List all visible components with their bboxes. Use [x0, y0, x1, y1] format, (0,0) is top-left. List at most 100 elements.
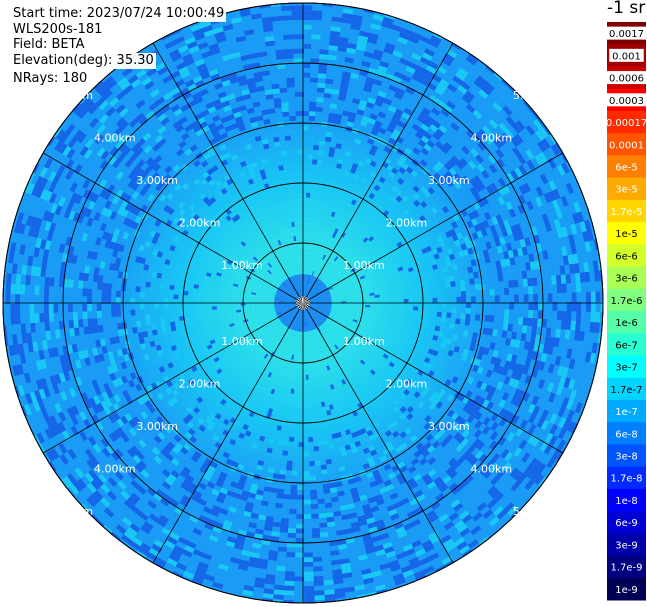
range-gate-cell	[332, 238, 338, 244]
range-gate-cell	[348, 225, 355, 232]
range-gate-cell	[339, 261, 345, 267]
range-gate-cell	[320, 259, 325, 265]
range-gate-cell	[317, 77, 328, 84]
range-gate-cell	[301, 43, 314, 49]
range-gate-cell	[335, 223, 342, 230]
range-gate-cell	[317, 280, 322, 285]
range-gate-cell	[371, 232, 379, 240]
range-gate-cell	[305, 211, 310, 217]
range-gate-cell	[302, 77, 312, 83]
range-gate-cell	[344, 246, 350, 252]
range-gate-cell	[305, 284, 308, 290]
range-gate-cell	[337, 219, 344, 226]
range-gate-cell	[309, 270, 313, 276]
range-gate-cell	[317, 268, 322, 274]
range-gate-cell	[329, 265, 335, 271]
range-gate-cell	[306, 284, 310, 290]
range-gate-cell	[306, 279, 309, 285]
range-gate-cell	[355, 44, 368, 52]
range-gate-cell	[306, 296, 310, 300]
range-gate-cell	[302, 58, 313, 64]
range-gate-cell	[302, 154, 309, 160]
range-gate-cell	[330, 93, 341, 100]
range-gate-cell	[330, 237, 335, 243]
range-gate-cell	[305, 207, 311, 213]
range-gate-cell	[604, 323, 605, 336]
range-gate-cell	[311, 256, 315, 262]
range-gate-cell	[304, 294, 308, 299]
range-gate-cell	[311, 29, 324, 35]
range-gate-cell	[360, 21, 374, 29]
range-gate-cell	[364, 219, 372, 227]
range-gate-cell	[353, 53, 366, 62]
range-gate-cell	[351, 252, 357, 259]
range-gate-cell	[323, 255, 328, 261]
range-gate-cell	[327, 59, 339, 66]
range-gate-cell	[321, 15, 335, 22]
range-gate-cell	[306, 289, 309, 295]
range-gate-cell	[314, 261, 318, 267]
range-gate-cell	[362, 259, 369, 266]
range-gate-cell	[308, 275, 312, 280]
range-gate-cell	[368, 236, 375, 243]
range-gate-cell	[334, 65, 346, 72]
range-gate-cell	[593, 217, 602, 232]
range-gate-cell	[311, 39, 323, 45]
range-gate-cell	[325, 73, 336, 80]
range-gate-cell	[307, 154, 314, 160]
range-gate-cell	[355, 230, 362, 238]
range-gate-cell	[309, 91, 319, 98]
range-gate-cell	[325, 267, 330, 273]
range-gate-cell	[306, 297, 311, 301]
range-gate-cell	[302, 96, 312, 102]
range-gate-cell	[349, 257, 355, 264]
range-gate-cell	[311, 287, 316, 293]
range-gate-cell	[302, 0, 315, 1]
range-gate-cell	[320, 29, 333, 36]
range-gate-cell	[330, 21, 344, 28]
range-gate-cell	[358, 246, 364, 252]
range-gate-cell	[305, 289, 308, 294]
range-gate-cell	[319, 135, 328, 142]
range-gate-cell	[325, 78, 336, 85]
range-gate-cell	[306, 289, 309, 295]
range-gate-cell	[305, 221, 310, 227]
range-gate-cell	[313, 282, 317, 288]
range-gate-cell	[374, 243, 381, 250]
range-gate-cell	[319, 49, 331, 55]
range-gate-cell	[345, 268, 351, 274]
range-gate-cell	[366, 227, 374, 235]
range-gate-cell	[369, 230, 376, 237]
range-gate-cell	[328, 108, 338, 115]
range-gate-cell	[366, 257, 373, 263]
range-gate-cell	[302, 197, 308, 203]
range-gate-cell	[321, 277, 326, 282]
range-gate-cell	[328, 112, 338, 119]
range-gate-cell	[308, 265, 312, 271]
range-gate-cell	[369, 27, 383, 36]
range-gate-cell	[345, 218, 352, 225]
range-gate-cell	[376, 237, 383, 245]
range-gate-cell	[310, 53, 322, 59]
range-gate-cell	[308, 270, 312, 276]
range-gate-cell	[381, 228, 388, 236]
range-gate-cell	[303, 283, 305, 289]
range-gate-cell	[302, 211, 307, 217]
range-gate-cell	[346, 47, 358, 55]
range-gate-cell	[345, 52, 357, 60]
range-gate-cell	[338, 267, 344, 273]
range-gate-cell	[370, 246, 377, 253]
range-gate-cell	[329, 259, 335, 265]
range-gate-cell	[331, 273, 337, 279]
range-gate-cell	[328, 45, 341, 52]
range-gate-cell	[333, 228, 340, 235]
range-gate-cell	[359, 248, 366, 254]
range-gate-cell	[316, 267, 320, 273]
range-gate-cell	[330, 280, 335, 285]
range-gate-cell	[316, 252, 320, 258]
range-gate-cell	[343, 228, 350, 234]
range-gate-cell	[326, 257, 332, 263]
range-gate-cell	[313, 283, 318, 288]
range-gate-cell	[302, 173, 309, 179]
range-gate-cell	[305, 226, 309, 232]
